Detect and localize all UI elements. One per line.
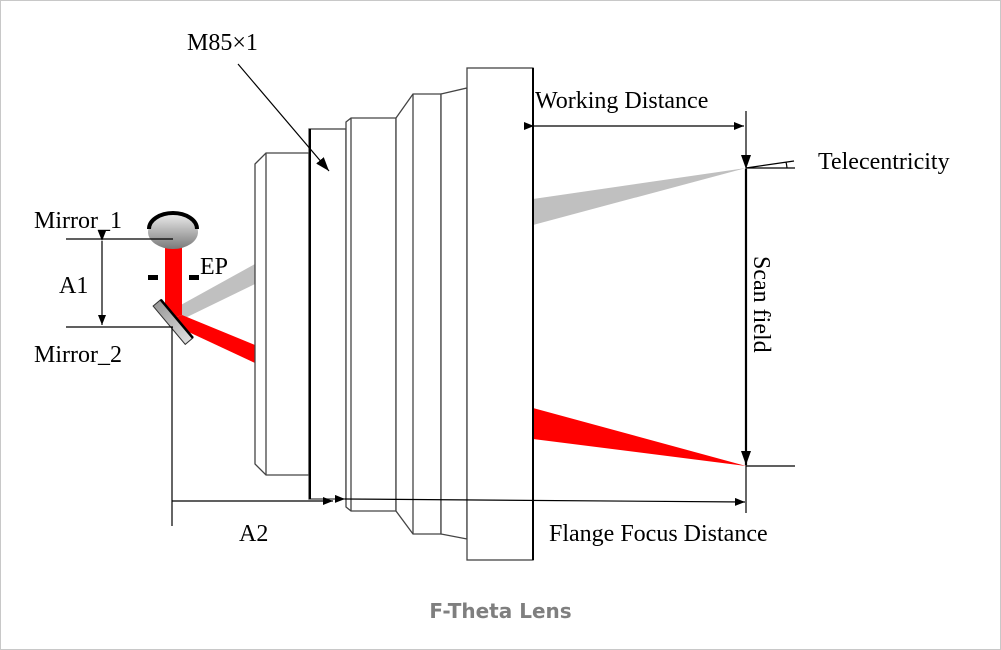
mirror-1 bbox=[147, 211, 199, 249]
flange-focus-distance-label: Flange Focus Distance bbox=[549, 521, 768, 547]
lens-flange bbox=[466, 67, 534, 561]
ep-mark-left bbox=[148, 275, 158, 280]
mirror-1-label: Mirror_1 bbox=[34, 208, 122, 234]
working-distance-label: Working Distance bbox=[535, 88, 708, 114]
lens-section-3 bbox=[345, 117, 397, 512]
a2-label: A2 bbox=[239, 521, 268, 547]
lens-body bbox=[254, 67, 534, 561]
thread-leader bbox=[237, 63, 330, 172]
mirror-2-label: Mirror_2 bbox=[34, 342, 122, 368]
thread-label: M85×1 bbox=[187, 30, 258, 56]
laser-beam-reflected bbox=[165, 315, 255, 363]
ep-mark-right bbox=[189, 275, 199, 280]
lens-section-2 bbox=[308, 128, 347, 500]
a1-label: A1 bbox=[59, 273, 88, 299]
telecentricity-label: Telecentricity bbox=[818, 149, 950, 175]
lens-section-1 bbox=[254, 152, 310, 476]
mirror-2 bbox=[152, 298, 194, 346]
laser-beam-output bbox=[533, 408, 746, 466]
lens-section-4 bbox=[395, 93, 442, 535]
lens-section-5 bbox=[440, 87, 468, 540]
ep-label: EP bbox=[200, 254, 228, 280]
deflected-beam-input bbox=[179, 264, 255, 319]
deflected-beam-output bbox=[533, 168, 746, 225]
flange-focus-dimension bbox=[334, 494, 746, 506]
laser-beam-vertical bbox=[165, 241, 182, 321]
figure-caption: F-Theta Lens bbox=[429, 599, 572, 623]
scan-field-label: Scan field bbox=[748, 256, 774, 353]
